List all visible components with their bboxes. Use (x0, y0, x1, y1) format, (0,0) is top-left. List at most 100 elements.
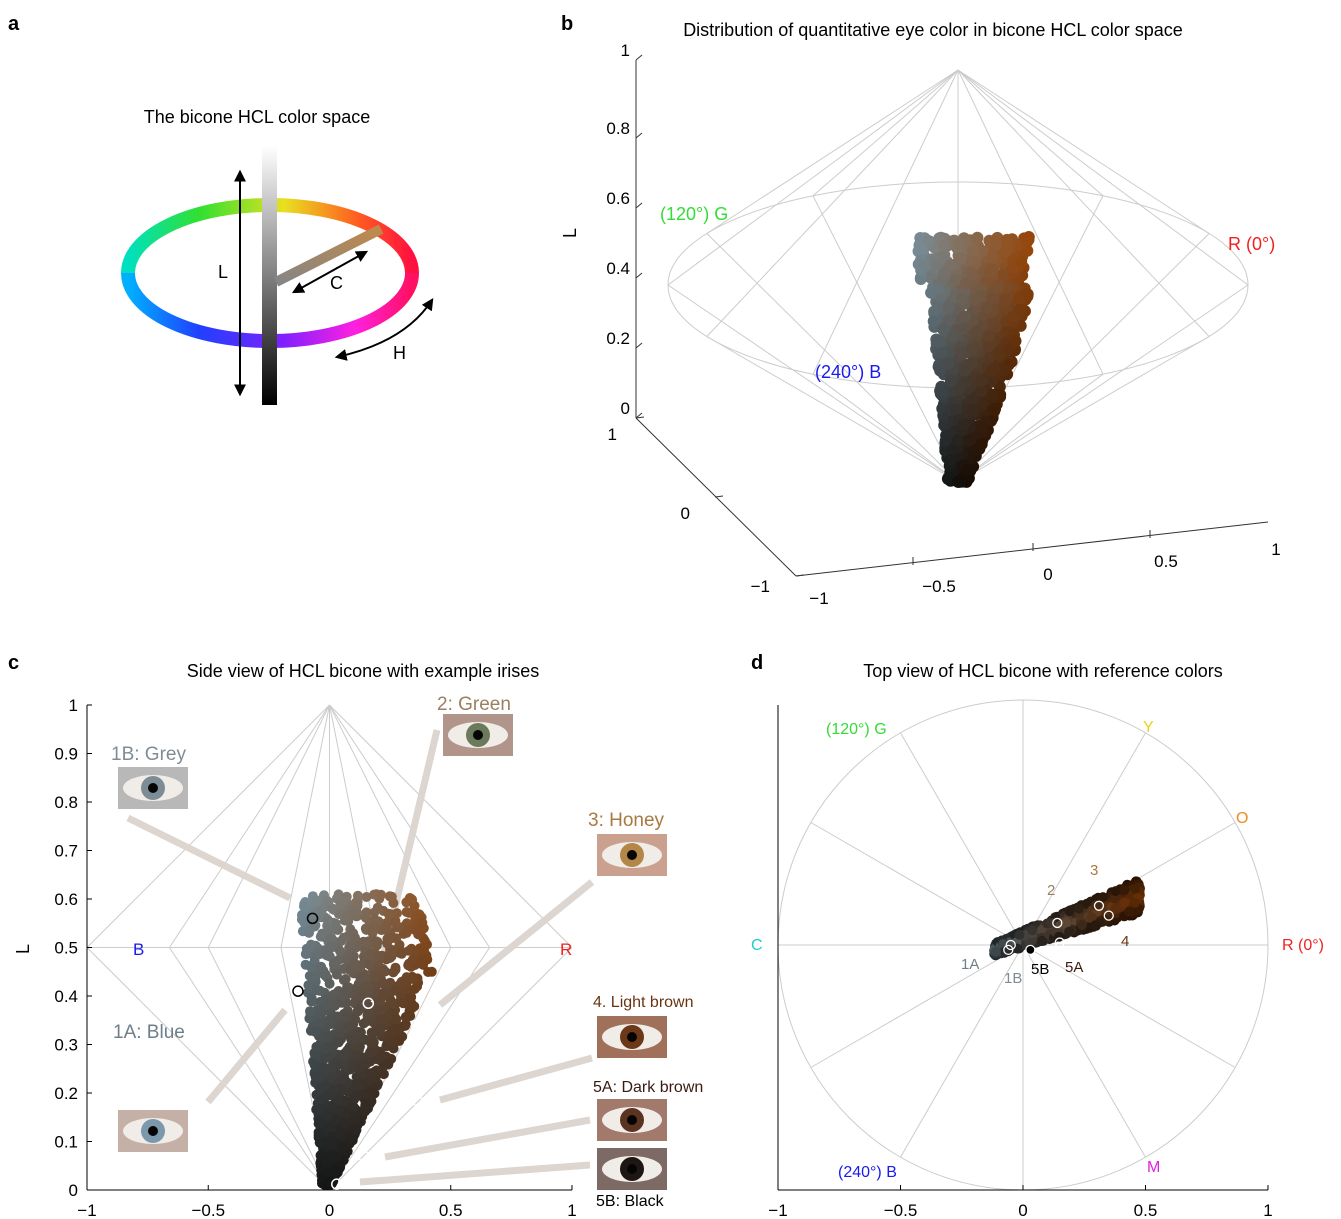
b-point (934, 336, 947, 349)
c-point (340, 1095, 351, 1106)
c-point (341, 891, 352, 902)
c-example-markers (292, 912, 425, 1190)
c-point (320, 1053, 331, 1064)
c-point (381, 921, 392, 932)
b-xtick-label: −0.5 (922, 577, 956, 596)
lightness-bar (262, 146, 277, 405)
c-point (353, 1026, 364, 1037)
c-grid-line (329, 704, 573, 948)
b-meridian-bottom (812, 373, 959, 483)
c-point (306, 939, 316, 950)
b-point (954, 475, 967, 488)
b-x-axis (795, 521, 1269, 577)
c-ytick-label: 0.5 (54, 939, 78, 958)
c-example-marker (413, 1096, 425, 1109)
b-point (966, 394, 979, 407)
panel-d: d Top view of HCL bicone with reference … (751, 652, 1324, 1219)
b-meridian-bottom (706, 336, 959, 483)
H-arrow (334, 297, 434, 361)
b-meridian-top (957, 69, 1104, 375)
d-spoke (900, 732, 1024, 946)
c-xtick-label: 0.5 (439, 1201, 463, 1219)
c-callout-line (439, 1054, 593, 1104)
panel-d-title: Top view of HCL bicone with reference co… (863, 661, 1223, 681)
c-point (325, 943, 336, 953)
c-point (321, 1000, 331, 1011)
c-ytick-label: 1 (69, 696, 78, 715)
b-label-green: (120°) G (660, 204, 728, 224)
d-ref-Y: Y (1143, 719, 1154, 736)
c-axes: 0 0.1 0.2 0.3 0.4 0.5 0.6 0.7 0.8 0.9 1 −1 −0.5 0 0.5 1 (54, 696, 576, 1219)
d-xtick-label: 0 (1018, 1201, 1027, 1219)
b-meridian-bottom (957, 336, 1210, 483)
c-grid-line (169, 947, 330, 1191)
b-point (957, 418, 970, 431)
iris-pupil (627, 850, 637, 860)
c-point (331, 988, 341, 999)
c-callout-line (126, 814, 292, 902)
c-ytick-label: 0 (69, 1181, 78, 1200)
b-point (950, 404, 963, 417)
iris-pupil (148, 783, 158, 793)
c-ytick-label: 0.8 (54, 793, 78, 812)
b-point (975, 421, 988, 434)
c-example-marker (292, 985, 304, 997)
d-example-marker (1005, 939, 1016, 951)
c-point (379, 1060, 389, 1071)
b-meridian-bottom (812, 195, 959, 483)
c-point (349, 1091, 360, 1102)
c-point (388, 1035, 398, 1046)
b-point (1021, 288, 1034, 301)
c-point (311, 985, 322, 996)
b-meridian-top (812, 69, 959, 375)
iris-label-4: 4. Light brown (593, 994, 694, 1011)
c-point (336, 936, 347, 947)
c-grid-line (86, 704, 330, 948)
b-meridian-bottom (957, 233, 1210, 483)
d-point (1027, 935, 1037, 946)
d-example-marker (1025, 944, 1036, 956)
b-point (927, 315, 940, 328)
c-grid-line (329, 704, 490, 948)
b-point (1001, 241, 1014, 254)
c-point (299, 917, 310, 928)
c-xtick-label: 0 (325, 1201, 334, 1219)
H-label: H (393, 343, 406, 363)
b-point (956, 293, 969, 306)
c-point (392, 908, 402, 919)
iris-pupil (627, 1115, 637, 1125)
c-point (417, 956, 428, 966)
c-point (390, 917, 401, 928)
c-point (333, 1037, 344, 1048)
c-point (326, 1063, 337, 1073)
c-point (398, 998, 409, 1009)
b-point (939, 267, 952, 280)
d-ref-G: (120°) G (826, 721, 887, 738)
c-point (322, 950, 332, 961)
c-point (365, 1048, 376, 1058)
c-point (356, 1070, 367, 1081)
d-point (1077, 919, 1087, 930)
panel-b-title: Distribution of quantitative eye color i… (683, 20, 1183, 40)
b-point (1002, 344, 1015, 356)
b-label-blue: (240°) B (815, 362, 881, 382)
b-meridian-top (957, 69, 1210, 337)
panel-letter-b: b (561, 13, 573, 35)
d-spoke (900, 944, 1024, 1158)
c-point (317, 928, 328, 939)
b-point (955, 347, 968, 360)
d-example-marker (1054, 937, 1065, 948)
c-point (320, 1043, 331, 1054)
b-point (966, 357, 979, 369)
d-point (1129, 897, 1140, 908)
d-point (1060, 918, 1071, 929)
d-point (1087, 912, 1097, 923)
c-point (316, 905, 327, 916)
d-example-marker (1103, 910, 1114, 921)
b-point (975, 438, 988, 451)
d-ref-C: C (751, 937, 763, 954)
c-point (306, 993, 317, 1004)
d-point (990, 946, 1001, 957)
b-point (971, 231, 984, 244)
c-point (299, 901, 310, 912)
